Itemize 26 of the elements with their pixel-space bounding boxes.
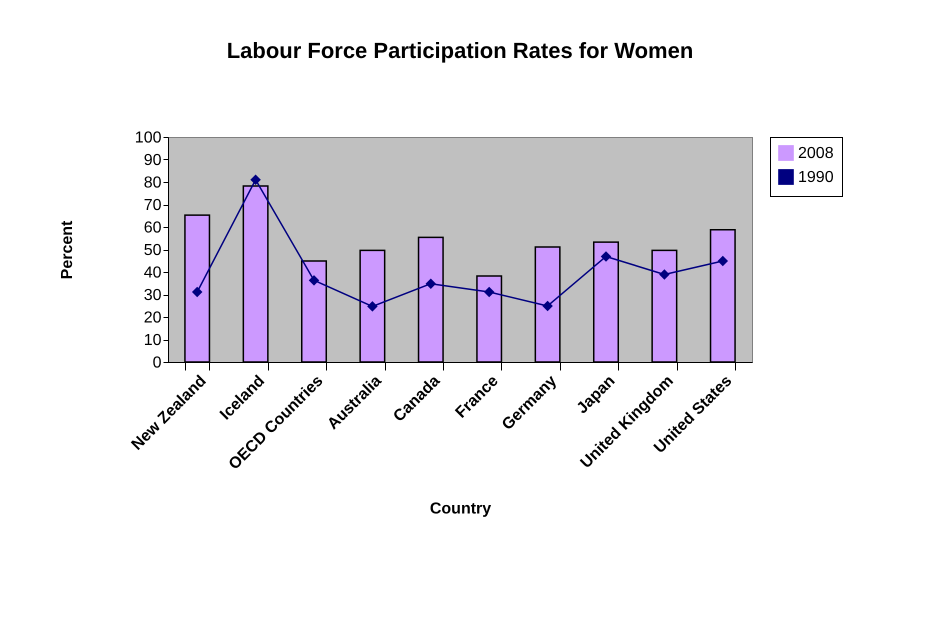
point bbox=[600, 251, 612, 262]
point bbox=[367, 301, 378, 312]
chart-title: Labour Force Participation Rates for Women bbox=[226, 38, 694, 63]
y-tick-label: 10 bbox=[144, 332, 162, 349]
y-tick-label: 0 bbox=[152, 354, 162, 372]
y-tick-label: 70 bbox=[144, 197, 162, 214]
point bbox=[192, 286, 202, 298]
point bbox=[659, 269, 670, 280]
y-tick-label: 40 bbox=[144, 264, 162, 282]
point bbox=[250, 174, 261, 185]
y-tick-label: 20 bbox=[144, 310, 162, 326]
y-tick-label: 30 bbox=[144, 287, 162, 304]
point bbox=[308, 275, 320, 286]
point bbox=[484, 286, 494, 298]
y-tick-label: 90 bbox=[144, 152, 162, 169]
point bbox=[426, 278, 436, 289]
legend-label: 2008 bbox=[798, 145, 834, 162]
point bbox=[718, 256, 728, 266]
y-tick-label: 100 bbox=[134, 130, 162, 146]
y-tick-label: 50 bbox=[144, 242, 162, 259]
y-axis-title: Percent bbox=[58, 220, 76, 280]
legend-label: 1990 bbox=[798, 169, 834, 186]
x-axis-title: Country bbox=[430, 500, 492, 518]
y-tick-label: 80 bbox=[144, 174, 162, 192]
y-tick-label: 60 bbox=[144, 220, 162, 236]
point bbox=[542, 300, 553, 312]
